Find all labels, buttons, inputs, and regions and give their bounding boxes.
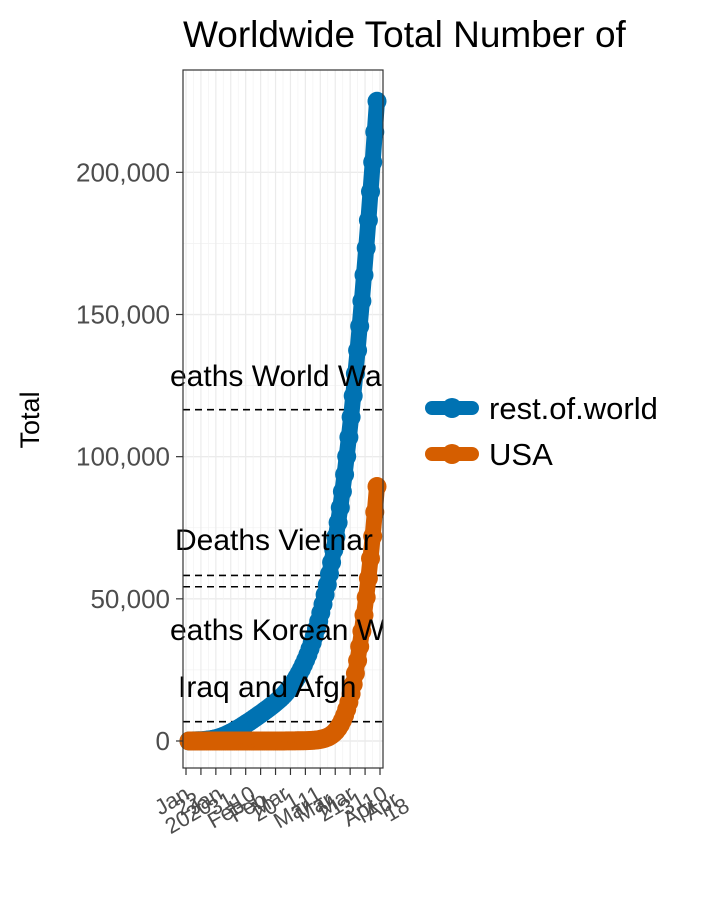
legend-item-USA: USA	[425, 437, 553, 472]
y-tick-label: 150,000	[76, 300, 170, 330]
series-layer	[179, 91, 387, 751]
data-point	[348, 651, 368, 671]
data-point	[352, 291, 372, 311]
data-point	[350, 637, 370, 656]
data-point	[339, 427, 359, 447]
y-tick-label: 50,000	[90, 584, 170, 614]
data-point	[345, 364, 365, 384]
data-point	[354, 265, 374, 285]
data-point	[348, 340, 368, 360]
legend-label: USA	[489, 437, 553, 472]
data-point	[343, 386, 363, 406]
data-point	[356, 238, 376, 258]
reference-label: eaths Korean W	[170, 614, 386, 647]
y-tick-label: 100,000	[76, 442, 170, 472]
data-point	[332, 482, 352, 501]
data-point	[358, 568, 378, 588]
legend-label: rest.of.world	[489, 391, 658, 426]
data-point	[328, 513, 348, 533]
data-point	[354, 605, 374, 625]
data-point	[350, 316, 370, 336]
data-point	[335, 465, 355, 484]
data-point	[363, 526, 383, 546]
data-point	[330, 498, 350, 518]
reference-label: Iraq and Afgh	[178, 671, 356, 704]
data-point	[367, 477, 387, 496]
data-point	[365, 502, 385, 522]
data-point	[337, 446, 357, 466]
data-point	[365, 122, 385, 142]
legend-key-point	[442, 444, 462, 464]
data-point	[341, 407, 361, 427]
data-point	[356, 587, 376, 607]
data-point	[361, 549, 380, 568]
y-tick-label: 0	[156, 726, 170, 756]
grid-lines	[183, 70, 383, 768]
plot-panel-border	[182, 69, 384, 769]
reference-lines	[183, 408, 383, 723]
reference-label: eaths World Wa	[170, 360, 382, 393]
data-point	[361, 182, 380, 202]
data-point	[363, 152, 383, 172]
data-point	[358, 210, 378, 230]
data-point	[367, 91, 387, 111]
reference-label: Deaths Vietnar	[175, 524, 373, 557]
y-tick-label: 200,000	[76, 157, 170, 187]
legend-key-point	[442, 398, 462, 418]
series-USA	[179, 477, 387, 751]
reference-labels: eaths World Wa Deaths Vietnar eaths Korean…	[170, 360, 386, 704]
data-point	[352, 621, 372, 641]
data-point	[326, 527, 346, 547]
legend: rest.of.world USA	[425, 391, 658, 472]
legend-item-rest-of-world: rest.of.world	[425, 391, 658, 426]
axes: 050,000100,000150,000200,000Jan222020Jan…	[76, 157, 413, 838]
y-axis-label: Total	[15, 391, 45, 448]
chart-title: Worldwide Total Number of	[183, 14, 627, 55]
